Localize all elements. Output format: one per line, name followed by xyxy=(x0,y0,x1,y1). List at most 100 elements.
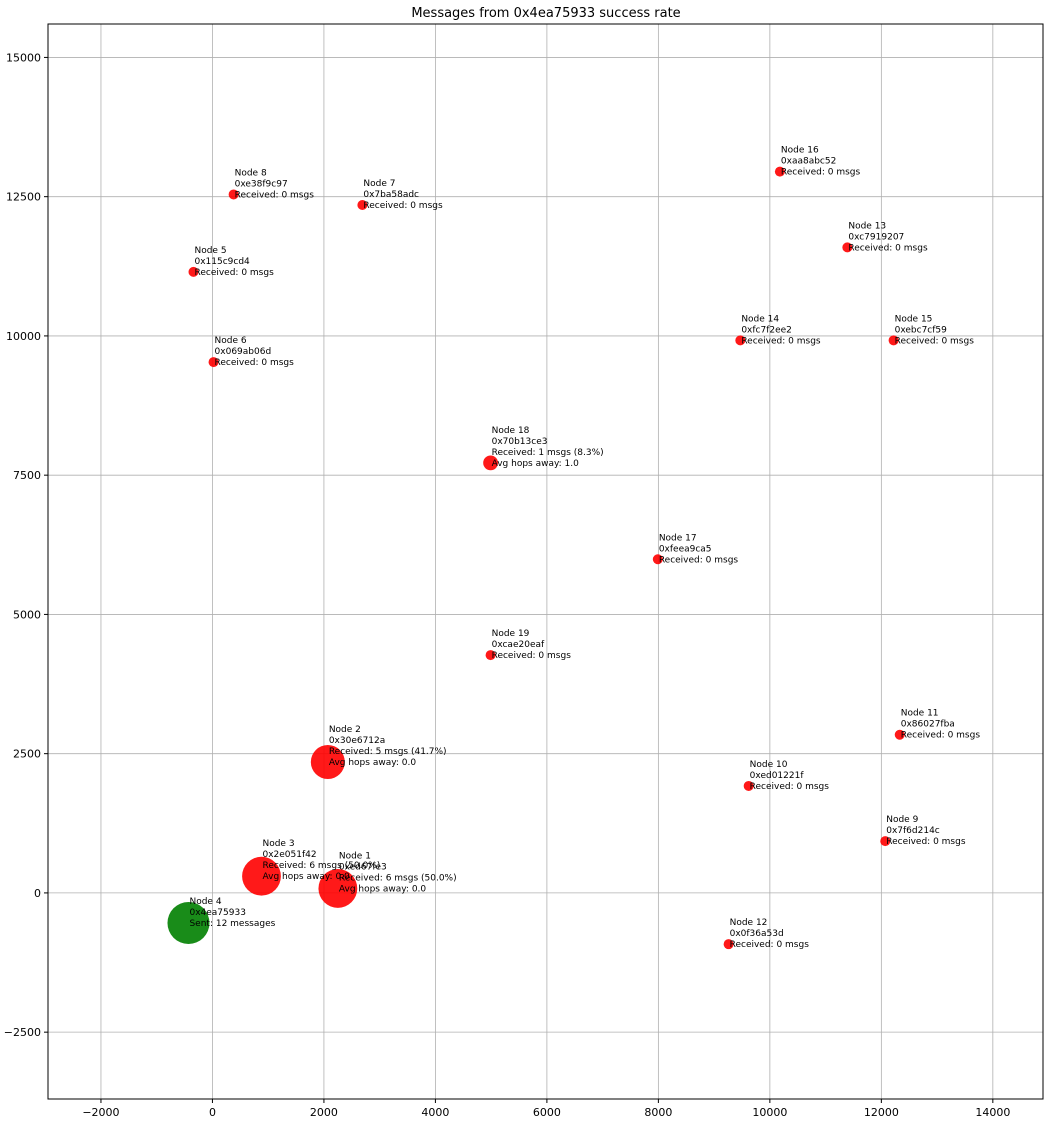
plot-frame xyxy=(47,23,1044,1100)
node-point xyxy=(735,335,746,346)
node-annotation: Node 4 0x4ea75933 Sent: 12 messages xyxy=(189,897,275,929)
node-point xyxy=(743,780,754,791)
y-tick-label: 12500 xyxy=(6,191,41,204)
node-annotation-line: Avg hops away: 1.0 xyxy=(492,459,580,469)
node-annotation: Node 3 0x2e051f42 Received: 6 msgs (50.0%)… xyxy=(262,839,380,882)
y-tick-label: 5000 xyxy=(13,608,41,621)
node-annotation-line: Received: 0 msgs xyxy=(901,731,981,741)
node-point xyxy=(228,189,239,200)
node-annotation-line: 0xc7919207 xyxy=(848,232,904,242)
node-annotation: Node 19 0xcae20eaf Received: 0 msgs xyxy=(492,629,572,661)
node-annotation-line: 0xe38f9c97 xyxy=(235,179,288,189)
node-annotation: Node 8 0xe38f9c97 Received: 0 msgs xyxy=(235,168,315,200)
node-point xyxy=(894,729,905,740)
node-annotation-line: Received: 0 msgs xyxy=(492,651,572,661)
node-annotation: Node 11 0x86027fba Received: 0 msgs xyxy=(901,709,981,741)
node-annotation-line: 0xed67fe3 xyxy=(339,862,387,872)
node-annotation-line: Node 6 xyxy=(215,336,247,346)
node-annotation-line: Node 2 xyxy=(329,725,361,735)
node-annotation: Node 13 0xc7919207 Received: 0 msgs xyxy=(848,221,928,253)
node-annotation-line: 0x4ea75933 xyxy=(189,908,245,918)
node-annotation: Node 12 0x0f36a53d Received: 0 msgs xyxy=(730,918,810,950)
x-tick-label: 14000 xyxy=(975,1106,1010,1119)
node-point xyxy=(483,455,498,471)
node-annotation-line: Received: 6 msgs (50.0%) xyxy=(339,873,457,883)
node-point xyxy=(188,266,199,277)
node-annotation-line: Received: 0 msgs xyxy=(363,201,443,211)
node-annotation: Node 7 0x7ba58adc Received: 0 msgs xyxy=(363,179,443,211)
x-tick-label: −2000 xyxy=(82,1106,119,1119)
node-annotation-line: Node 7 xyxy=(363,179,395,189)
y-tick-label: −2500 xyxy=(4,1026,41,1039)
node-annotation-line: Sent: 12 messages xyxy=(189,919,275,929)
node-annotation-line: Node 5 xyxy=(194,246,226,256)
node-annotation: Node 2 0x30e6712a Received: 5 msgs (41.7%)… xyxy=(329,725,447,768)
node-annotation-line: Received: 0 msgs xyxy=(194,268,274,278)
source-node-point xyxy=(167,901,210,944)
node-annotation-line: 0x86027fba xyxy=(901,720,955,730)
node-annotation-line: 0x30e6712a xyxy=(329,736,385,746)
node-annotation: Node 14 0xfc7f2ee2 Received: 0 msgs xyxy=(741,314,821,346)
node-annotation-line: Node 4 xyxy=(189,897,221,907)
node-point xyxy=(242,856,281,896)
node-annotation-line: Received: 0 msgs xyxy=(741,336,821,346)
node-point xyxy=(880,836,891,847)
node-annotation-line: Received: 0 msgs xyxy=(848,243,928,253)
x-tick-label: 2000 xyxy=(310,1106,338,1119)
y-tick-label: 2500 xyxy=(13,748,41,761)
node-annotation-line: 0x7f6d214c xyxy=(886,826,940,836)
y-tick-label: 7500 xyxy=(13,469,41,482)
node-point xyxy=(842,242,853,253)
node-annotation-line: Node 10 xyxy=(750,760,788,770)
x-tick-label: 8000 xyxy=(644,1106,672,1119)
node-point xyxy=(485,650,496,661)
node-annotation-line: Received: 0 msgs xyxy=(781,168,861,178)
node-annotation: Node 15 0xebc7cf59 Received: 0 msgs xyxy=(895,314,975,346)
node-annotation-line: 0x70b13ce3 xyxy=(492,437,548,447)
node-annotation-line: Received: 6 msgs (50.0%) xyxy=(262,861,380,871)
node-annotation-line: 0x0f36a53d xyxy=(730,929,784,939)
node-annotation-line: Avg hops away: 0.0 xyxy=(329,758,417,768)
node-annotation-line: 0x115c9cd4 xyxy=(194,257,250,267)
node-annotation-line: Received: 5 msgs (41.7%) xyxy=(329,747,447,757)
ticks-layer: −2000 0 2000 4000 6000 8000 10000 12000 14000 −25… xyxy=(4,51,1011,1119)
node-annotation-line: Node 17 xyxy=(659,533,697,543)
node-annotation-line: Node 18 xyxy=(492,426,530,436)
node-annotation-line: 0xcae20eaf xyxy=(492,640,545,650)
node-point xyxy=(652,554,663,565)
node-point xyxy=(888,335,899,346)
node-annotation-line: Node 11 xyxy=(901,709,939,719)
points-layer xyxy=(167,166,905,950)
node-annotation-line: Node 19 xyxy=(492,629,530,639)
y-tick-label: 15000 xyxy=(6,51,41,64)
node-annotation: Node 16 0xaa8abc52 Received: 0 msgs xyxy=(781,146,861,178)
node-annotation: Node 10 0xed01221f Received: 0 msgs xyxy=(750,760,830,792)
chart-title: Messages from 0x4ea75933 success rate xyxy=(411,6,680,21)
node-annotation-line: Node 12 xyxy=(730,918,768,928)
node-annotation-line: Node 15 xyxy=(895,314,933,324)
x-tick-label: 12000 xyxy=(864,1106,899,1119)
node-annotation-line: 0xaa8abc52 xyxy=(781,157,836,167)
node-annotation-line: Received: 0 msgs xyxy=(215,358,295,368)
node-annotation-line: 0x069ab06d xyxy=(215,347,272,357)
node-annotation-line: Received: 0 msgs xyxy=(886,837,966,847)
node-annotation-line: Node 16 xyxy=(781,146,819,156)
node-annotation-line: Node 13 xyxy=(848,221,886,231)
x-tick-label: 0 xyxy=(209,1106,216,1119)
node-annotation-line: Received: 0 msgs xyxy=(659,555,739,565)
node-point xyxy=(357,200,368,211)
node-point xyxy=(208,357,219,368)
node-annotation-line: 0xebc7cf59 xyxy=(895,325,948,335)
node-annotation: Node 1 0xed67fe3 Received: 6 msgs (50.0%) A… xyxy=(339,851,457,894)
node-annotation: Node 6 0x069ab06d Received: 0 msgs xyxy=(215,336,295,368)
node-annotation-line: Received: 0 msgs xyxy=(730,940,810,950)
node-annotation-line: Node 14 xyxy=(741,314,779,324)
node-annotation-line: Avg hops away: 0.0 xyxy=(262,872,350,882)
node-annotation-line: 0xed01221f xyxy=(750,771,805,781)
node-annotation-line: Node 1 xyxy=(339,851,371,861)
y-tick-label: 10000 xyxy=(6,330,41,343)
node-annotation-line: Node 8 xyxy=(235,168,267,178)
node-annotation: Node 17 0xfeea9ca5 Received: 0 msgs xyxy=(659,533,739,565)
node-point xyxy=(318,869,358,908)
